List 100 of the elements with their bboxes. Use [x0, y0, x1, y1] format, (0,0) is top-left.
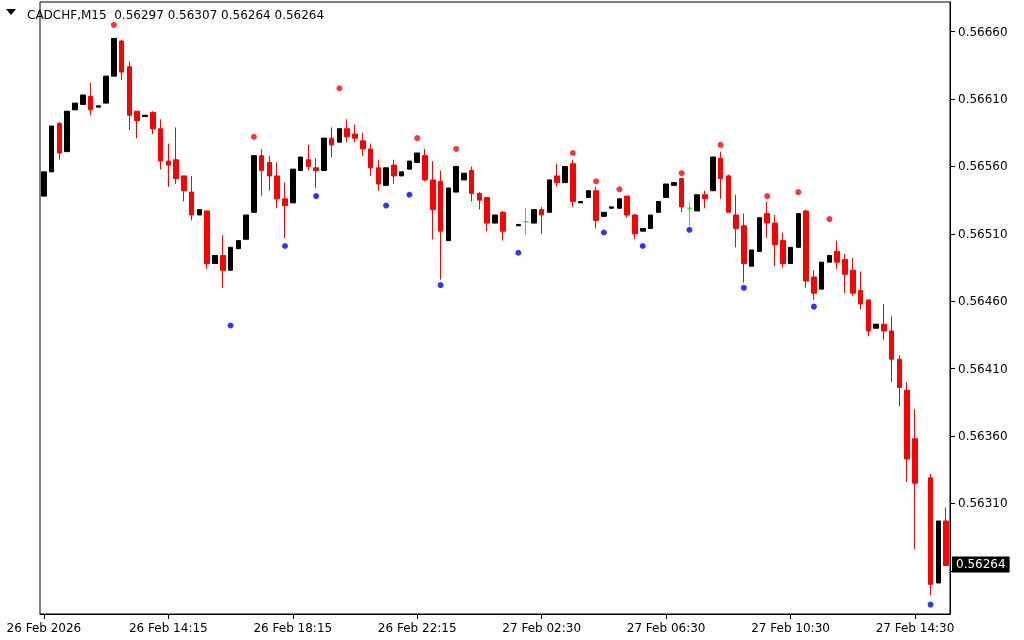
candlestick [492, 214, 498, 224]
candlestick [96, 105, 101, 108]
candlestick [243, 214, 249, 240]
candlestick [360, 132, 366, 157]
candlestick [313, 157, 319, 189]
candlestick [764, 201, 770, 239]
candlestick [134, 110, 140, 139]
candlestick [127, 60, 132, 131]
candlestick [274, 161, 280, 209]
y-tick-label: 0.56460 [958, 294, 1008, 309]
candlestick [624, 195, 630, 219]
candlestick [399, 171, 404, 177]
candlestick [694, 194, 700, 212]
x-tick-label: 26 Feb 22:15 [377, 621, 457, 635]
candlestick [111, 37, 117, 77]
candlestick [64, 110, 70, 153]
x-tick-label: 27 Feb 14:30 [875, 621, 955, 635]
candlestick [741, 213, 747, 283]
candlestick [562, 165, 568, 184]
point [515, 249, 522, 256]
x-tick-label: 27 Feb 02:30 [502, 621, 582, 635]
candlestick [204, 210, 210, 270]
candlestick [539, 206, 544, 235]
point [616, 186, 623, 193]
candlestick [796, 213, 801, 248]
point [686, 226, 693, 233]
candlestick [873, 323, 879, 329]
candlestick [282, 182, 288, 239]
x-tick-label: 27 Feb 06:30 [626, 621, 706, 635]
candlestick [609, 206, 614, 209]
candlestick [523, 207, 529, 236]
candlestick [142, 114, 148, 118]
candlestick [593, 186, 599, 229]
candlestick [72, 102, 78, 111]
candlestick [57, 121, 62, 161]
point [453, 145, 460, 152]
candlestick [430, 160, 436, 240]
candlestick [477, 191, 482, 211]
candlestick [912, 408, 918, 550]
candlestick [687, 202, 692, 227]
candlestick [298, 156, 303, 171]
point [826, 216, 833, 223]
text: CADCHF,M15 0.56297 0.56307 0.56264 0.56264 [27, 8, 325, 22]
candlestick [866, 299, 871, 337]
point [795, 189, 802, 196]
candlestick [150, 110, 156, 135]
point [764, 193, 771, 200]
candlestick [733, 194, 739, 248]
candlestick [889, 315, 894, 383]
candlestick [197, 209, 202, 216]
candlestick [671, 182, 677, 186]
candlestick [656, 201, 661, 213]
candlestick [726, 174, 731, 213]
candlestick [943, 507, 949, 566]
candlestick [228, 246, 233, 271]
candlestick [617, 198, 622, 209]
point [717, 141, 724, 148]
y-tick-label: 0.56610 [958, 92, 1008, 107]
text: 0.56264 [956, 557, 1006, 572]
candlestick [383, 167, 389, 186]
candlestick [663, 183, 669, 198]
candlestick [484, 196, 490, 232]
candlestick [757, 217, 762, 252]
point [336, 85, 343, 92]
point [406, 191, 413, 198]
candlestick [842, 253, 848, 294]
candlestick [236, 240, 241, 250]
candlestick [904, 381, 910, 483]
candlestick [103, 75, 109, 104]
candlestick [306, 144, 311, 171]
point [383, 202, 390, 209]
x-tick-label: 26 Feb 14:15 [128, 621, 208, 635]
candlestick [391, 159, 397, 185]
y-tick-label: 0.56560 [958, 159, 1008, 174]
candlestick [212, 254, 218, 265]
candlestick [718, 151, 723, 200]
candlestick [881, 303, 887, 341]
y-tick-label: 0.56510 [958, 226, 1008, 241]
point [740, 284, 747, 291]
candlestick [321, 137, 327, 171]
candlestick [352, 124, 358, 143]
candlestick [251, 155, 257, 213]
candlestick [422, 148, 428, 182]
candlestick [936, 520, 941, 584]
y-tick-label: 0.56410 [958, 361, 1008, 376]
candlestick [601, 211, 607, 217]
candlestick [648, 214, 653, 229]
candlestick [290, 168, 296, 204]
candlestick [640, 227, 646, 232]
candlestick [834, 240, 840, 270]
candlestick [897, 354, 902, 407]
candlestick [858, 271, 863, 310]
candlestick [88, 82, 93, 116]
candlestick [819, 261, 824, 290]
candlestick [570, 159, 576, 208]
point [110, 21, 117, 28]
point [250, 133, 257, 140]
candlestick [850, 257, 856, 297]
candlestick [749, 249, 754, 267]
point [313, 193, 320, 200]
